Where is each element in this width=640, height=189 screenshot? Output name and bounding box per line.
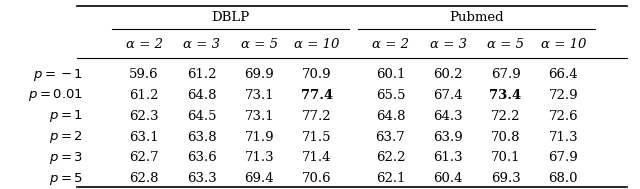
Text: 63.6: 63.6 [187, 151, 216, 164]
Text: 63.9: 63.9 [433, 131, 463, 143]
Text: 63.3: 63.3 [187, 172, 216, 185]
Text: 71.4: 71.4 [302, 151, 332, 164]
Text: 67.9: 67.9 [548, 151, 578, 164]
Text: 69.9: 69.9 [244, 68, 274, 81]
Text: 60.1: 60.1 [376, 68, 405, 81]
Text: 71.5: 71.5 [302, 131, 332, 143]
Text: 64.8: 64.8 [187, 89, 216, 102]
Text: α = 10: α = 10 [541, 38, 586, 51]
Text: $p = 1$: $p = 1$ [49, 108, 83, 124]
Text: α = 2: α = 2 [125, 38, 163, 51]
Text: 61.2: 61.2 [187, 68, 216, 81]
Text: 73.1: 73.1 [244, 89, 274, 102]
Text: $p = -1$: $p = -1$ [33, 67, 83, 83]
Text: 71.3: 71.3 [548, 131, 578, 143]
Text: $p = 5$: $p = 5$ [49, 171, 83, 187]
Text: 70.6: 70.6 [302, 172, 332, 185]
Text: 66.4: 66.4 [548, 68, 578, 81]
Text: 72.9: 72.9 [548, 89, 578, 102]
Text: 70.9: 70.9 [302, 68, 332, 81]
Text: 72.6: 72.6 [548, 110, 578, 123]
Text: 61.3: 61.3 [433, 151, 463, 164]
Text: $p = 3$: $p = 3$ [49, 150, 83, 166]
Text: 65.5: 65.5 [376, 89, 405, 102]
Text: 61.2: 61.2 [129, 89, 159, 102]
Text: 68.0: 68.0 [548, 172, 578, 185]
Text: 72.2: 72.2 [491, 110, 520, 123]
Text: 59.6: 59.6 [129, 68, 159, 81]
Text: 69.3: 69.3 [491, 172, 520, 185]
Text: 62.8: 62.8 [129, 172, 159, 185]
Text: α = 3: α = 3 [429, 38, 467, 51]
Text: α = 2: α = 2 [372, 38, 409, 51]
Text: 71.3: 71.3 [244, 151, 274, 164]
Text: 60.2: 60.2 [433, 68, 463, 81]
Text: $p = 0.01$: $p = 0.01$ [28, 88, 83, 103]
Text: α = 5: α = 5 [241, 38, 278, 51]
Text: 63.1: 63.1 [129, 131, 159, 143]
Text: 77.2: 77.2 [302, 110, 332, 123]
Text: 67.4: 67.4 [433, 89, 463, 102]
Text: α = 10: α = 10 [294, 38, 339, 51]
Text: α = 5: α = 5 [487, 38, 524, 51]
Text: 64.8: 64.8 [376, 110, 405, 123]
Text: 62.1: 62.1 [376, 172, 405, 185]
Text: 67.9: 67.9 [491, 68, 520, 81]
Text: 62.7: 62.7 [129, 151, 159, 164]
Text: 70.1: 70.1 [491, 151, 520, 164]
Text: 69.4: 69.4 [244, 172, 274, 185]
Text: α = 3: α = 3 [183, 38, 220, 51]
Text: 62.2: 62.2 [376, 151, 405, 164]
Text: 73.4: 73.4 [490, 89, 522, 102]
Text: DBLP: DBLP [211, 12, 250, 24]
Text: 60.4: 60.4 [433, 172, 463, 185]
Text: $p = 2$: $p = 2$ [49, 129, 83, 145]
Text: 73.1: 73.1 [244, 110, 274, 123]
Text: 77.4: 77.4 [301, 89, 333, 102]
Text: 64.3: 64.3 [433, 110, 463, 123]
Text: 70.8: 70.8 [491, 131, 520, 143]
Text: Pubmed: Pubmed [449, 12, 504, 24]
Text: 62.3: 62.3 [129, 110, 159, 123]
Text: 63.7: 63.7 [376, 131, 405, 143]
Text: 64.5: 64.5 [187, 110, 216, 123]
Text: 71.9: 71.9 [244, 131, 274, 143]
Text: 63.8: 63.8 [187, 131, 216, 143]
